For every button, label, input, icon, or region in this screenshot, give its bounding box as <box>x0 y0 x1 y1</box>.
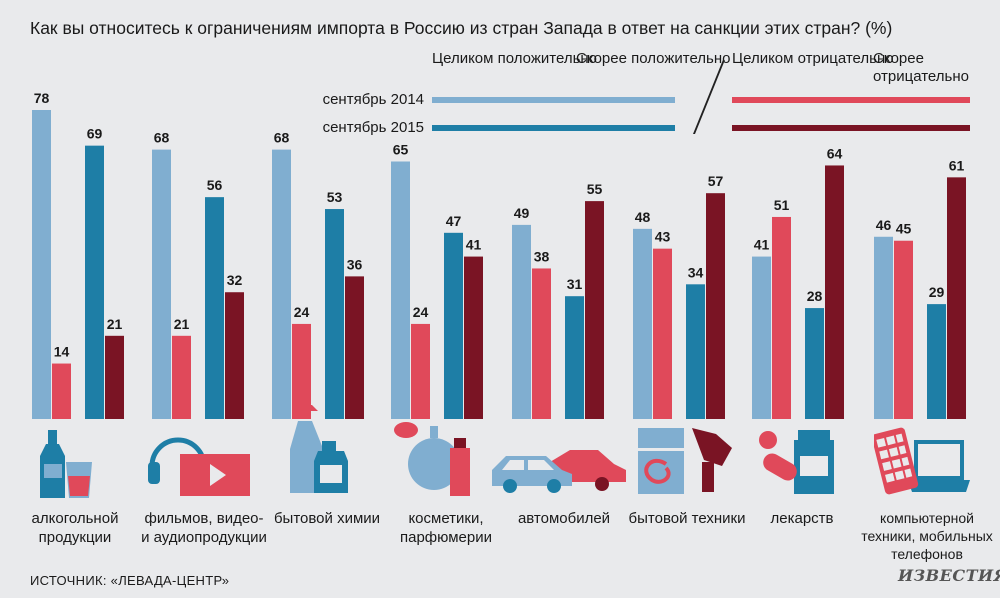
headphones-video-icon <box>148 437 250 496</box>
bar-1-1 <box>172 335 191 419</box>
legend-line-pos-2014 <box>432 97 675 103</box>
bar-value-6-0: 41 <box>754 237 770 253</box>
legend-line-neg-2015 <box>732 125 970 131</box>
bar-value-7-0: 46 <box>876 217 892 233</box>
bar-1-2 <box>205 197 224 419</box>
bar-value-5-1: 43 <box>655 229 671 245</box>
bar-value-3-3: 41 <box>466 237 482 253</box>
category-label-cosmetics: косметики, парфюмерии <box>400 510 492 546</box>
bar-5-3 <box>706 193 725 419</box>
bar-7-1 <box>894 240 913 419</box>
medicine-icon <box>759 430 834 494</box>
bar-value-1-2: 56 <box>207 177 223 193</box>
bar-3-1 <box>411 323 430 419</box>
alcohol-bottle-icon <box>40 430 92 498</box>
legend-line-pos-2015 <box>432 125 675 131</box>
bar-4-1 <box>532 268 551 419</box>
bar-5-2 <box>686 284 705 419</box>
bar-value-2-2: 53 <box>327 189 343 205</box>
perfume-icon <box>394 422 470 496</box>
bar-7-2 <box>927 304 946 419</box>
chart-title: Как вы относитесь к ограничениям импорта… <box>30 18 893 38</box>
bar-value-7-1: 45 <box>896 221 912 237</box>
bar-0-2 <box>85 145 104 419</box>
bar-value-0-3: 21 <box>107 316 123 332</box>
bar-3-3 <box>464 256 483 419</box>
legend-pos-partial: Скорее положительно <box>576 50 731 67</box>
category-label-chemicals: бытовой химии <box>273 510 381 527</box>
bar-value-2-0: 68 <box>274 130 290 146</box>
household-chemicals-icon <box>290 405 348 493</box>
bar-value-1-3: 32 <box>227 272 243 288</box>
bar-value-1-1: 21 <box>174 316 190 332</box>
bar-value-6-1: 51 <box>774 197 790 213</box>
bar-value-5-3: 57 <box>708 173 724 189</box>
category-label-alcohol: алкогольной продукции <box>31 510 119 546</box>
bar-value-0-1: 14 <box>54 344 70 360</box>
bar-value-3-0: 65 <box>393 142 409 158</box>
category-label-medicine: лекарств <box>770 510 834 527</box>
bar-3-0 <box>391 161 410 419</box>
bar-2-0 <box>272 149 291 419</box>
bar-0-1 <box>52 363 71 419</box>
legend-row-2015: сентябрь 2015 <box>322 119 424 136</box>
appliances-icon <box>638 428 732 494</box>
bar-value-3-1: 24 <box>413 304 429 320</box>
computer-phone-icon <box>874 427 970 495</box>
publisher-logo: ИЗВЕСТИЯ <box>898 566 1000 585</box>
bar-value-3-2: 47 <box>446 213 462 229</box>
bar-0-0 <box>32 110 51 419</box>
bar-4-3 <box>585 201 604 419</box>
bar-2-2 <box>325 209 344 419</box>
bar-value-4-2: 31 <box>567 276 583 292</box>
category-label-appliances: бытовой техники <box>628 510 746 527</box>
bar-value-7-2: 29 <box>929 284 945 300</box>
bar-6-2 <box>805 308 824 419</box>
bar-6-0 <box>752 256 771 419</box>
bar-6-1 <box>772 216 791 419</box>
bar-4-2 <box>565 296 584 419</box>
bar-0-3 <box>105 335 124 419</box>
bar-value-6-2: 28 <box>807 288 823 304</box>
legend-neg-partial: Скорее отрицательно <box>873 50 969 85</box>
bar-value-4-1: 38 <box>534 248 550 264</box>
bar-7-3 <box>947 177 966 419</box>
bar-1-3 <box>225 292 244 419</box>
bar-4-0 <box>512 224 531 419</box>
bar-2-1 <box>292 323 311 419</box>
bar-6-3 <box>825 165 844 419</box>
bar-3-2 <box>444 232 463 419</box>
bar-value-0-0: 78 <box>34 90 50 106</box>
legend-neg-full: Целиком отрицательно <box>732 50 894 67</box>
bar-5-0 <box>633 228 652 419</box>
bar-value-6-3: 64 <box>827 145 843 161</box>
bar-2-3 <box>345 276 364 419</box>
bar-value-0-2: 69 <box>87 126 103 142</box>
category-label-computers: компьютерной техники, мобильных телефоно… <box>861 510 993 562</box>
source-note: ИСТОЧНИК: «ЛЕВАДА-ЦЕНТР» <box>30 573 230 588</box>
bar-value-2-3: 36 <box>347 256 363 272</box>
bar-value-7-3: 61 <box>949 157 965 173</box>
bar-value-5-0: 48 <box>635 209 651 225</box>
bar-value-4-0: 49 <box>514 205 530 221</box>
bar-value-2-1: 24 <box>294 304 310 320</box>
car-icon <box>492 450 626 493</box>
legend-line-neg-2014 <box>732 97 970 103</box>
bar-value-5-2: 34 <box>688 264 704 280</box>
category-label-films: фильмов, видео- и аудиопродукции <box>141 510 267 546</box>
bar-value-1-0: 68 <box>154 130 170 146</box>
bar-5-1 <box>653 248 672 419</box>
category-label-cars: автомобилей <box>517 510 611 527</box>
legend-pos-full: Целиком положительно <box>432 50 598 67</box>
bar-value-4-3: 55 <box>587 181 603 197</box>
legend-row-2014: сентябрь 2014 <box>322 91 424 108</box>
bar-1-0 <box>152 149 171 419</box>
bar-7-0 <box>874 236 893 419</box>
